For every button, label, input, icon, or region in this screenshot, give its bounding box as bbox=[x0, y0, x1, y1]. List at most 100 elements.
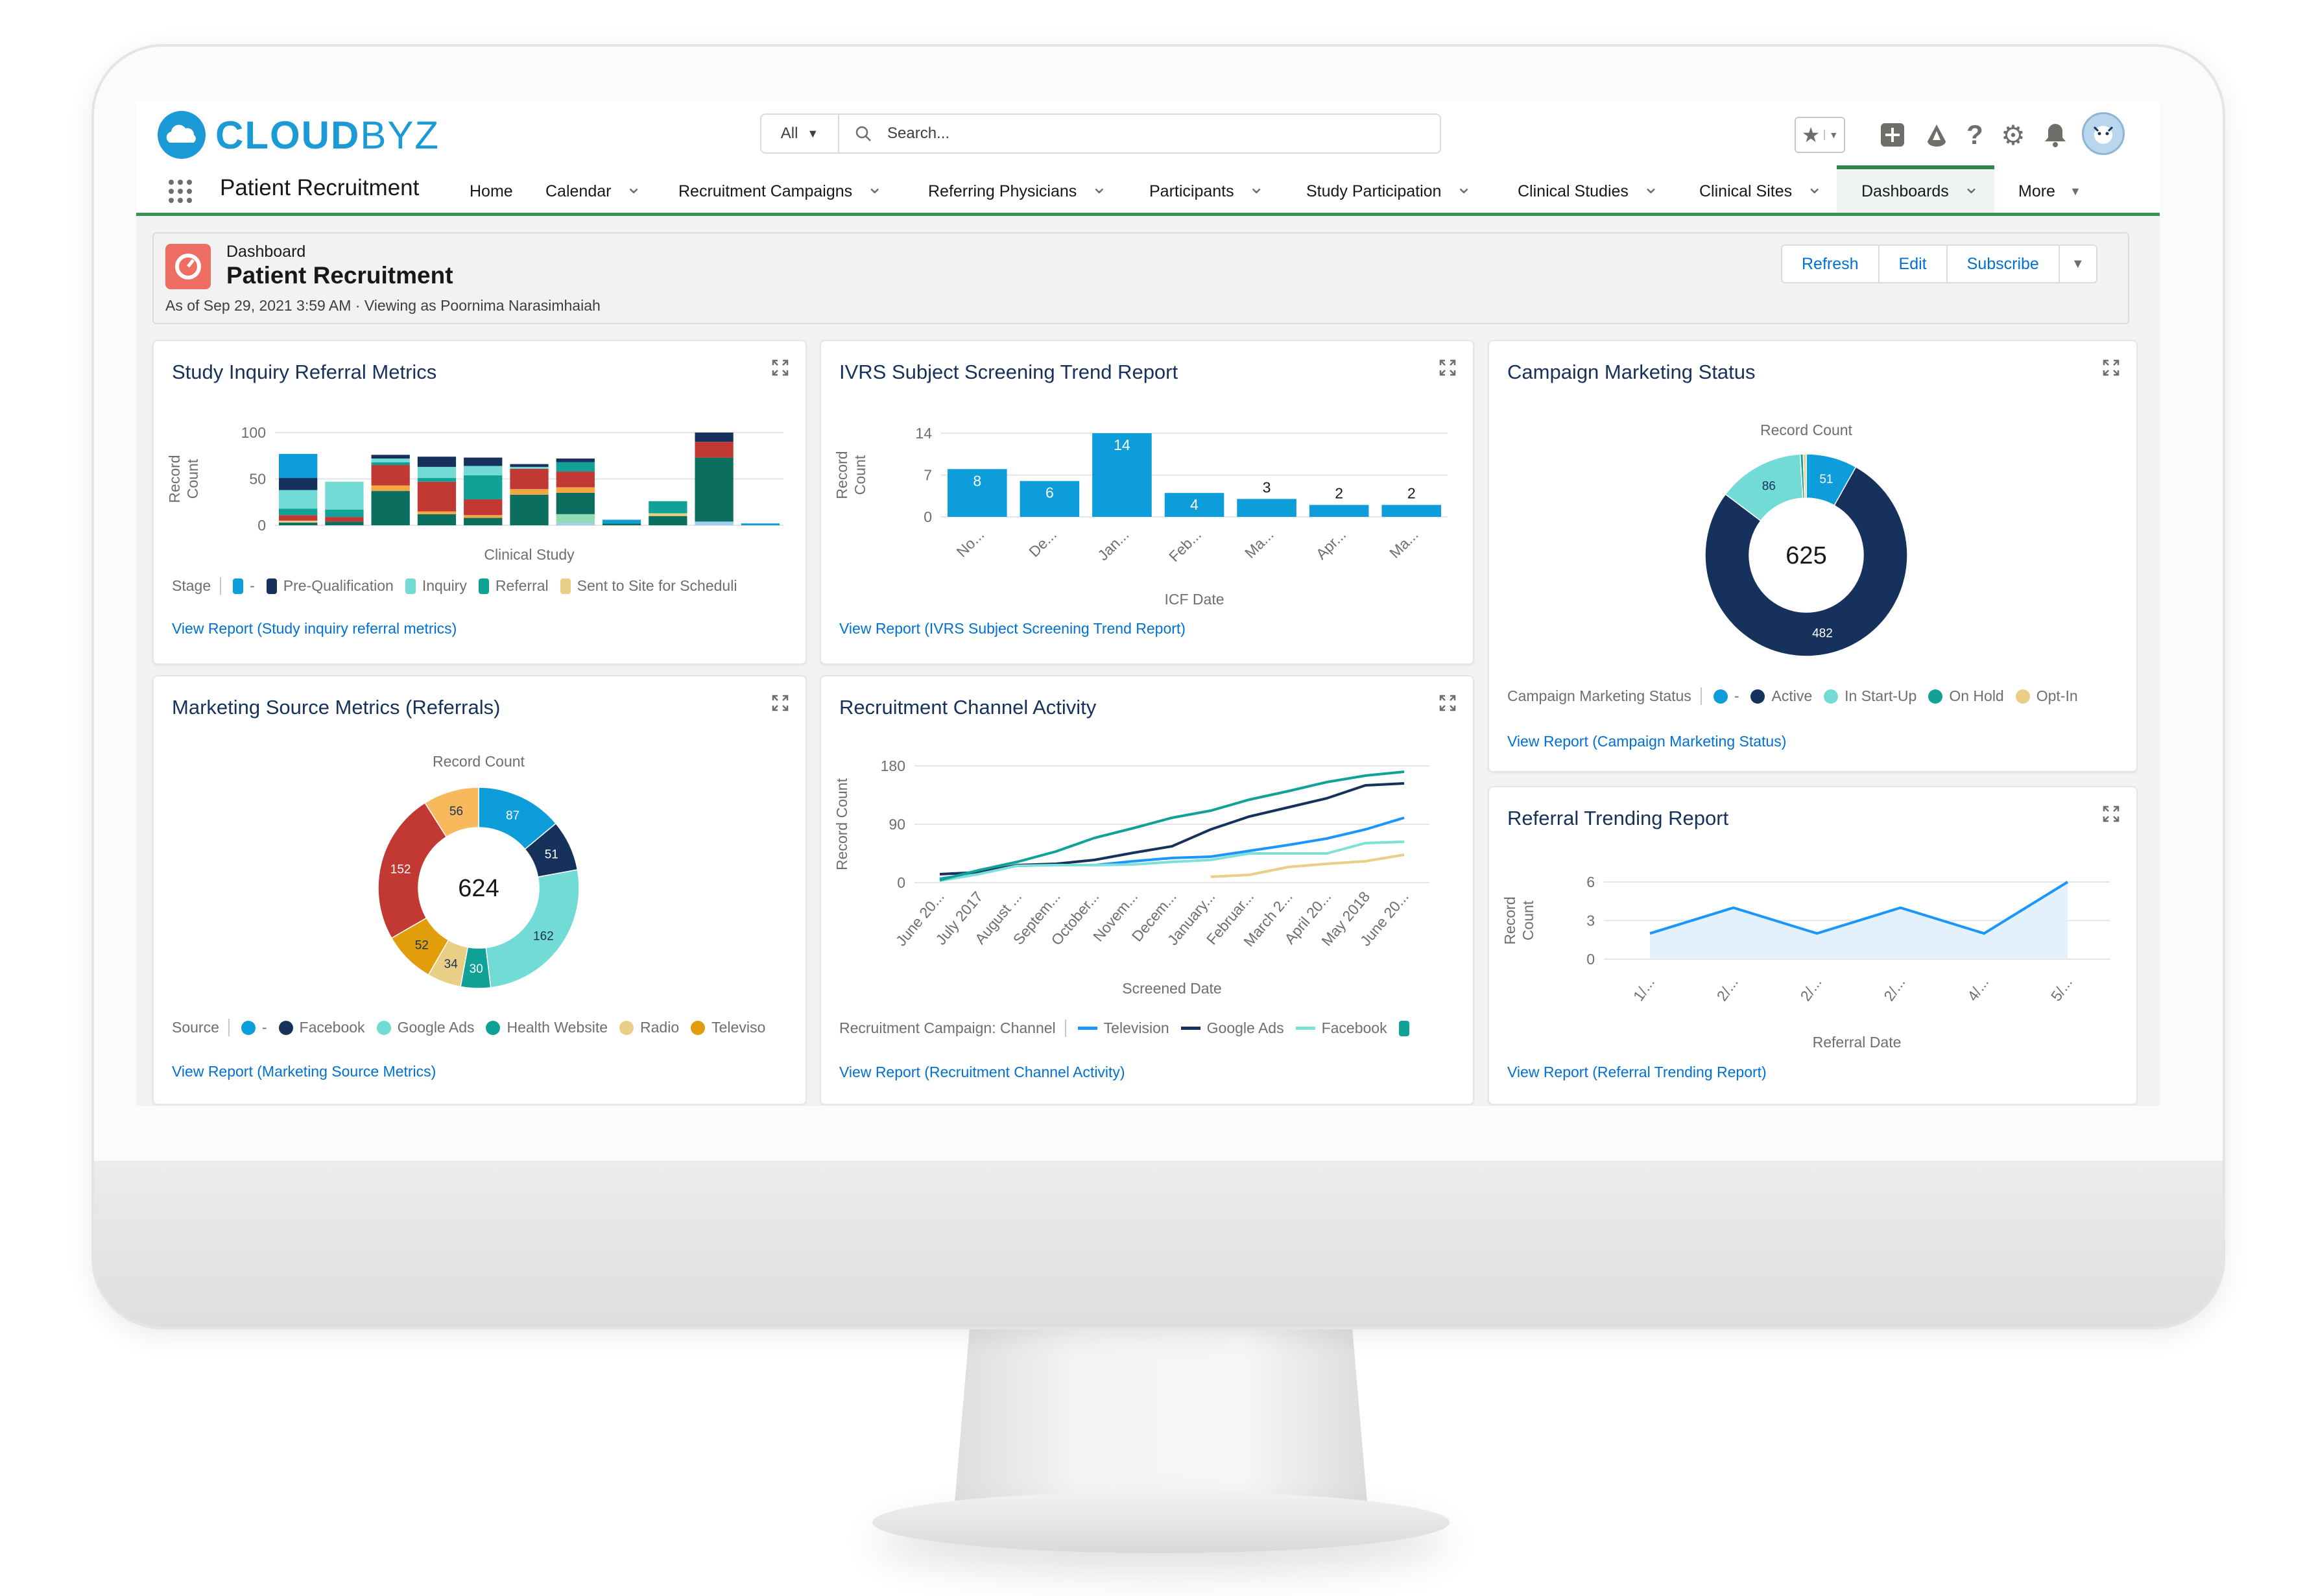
legend-item[interactable]: Facebook bbox=[1295, 1019, 1387, 1037]
expand-icon[interactable] bbox=[772, 695, 789, 711]
bar[interactable] bbox=[1092, 433, 1152, 517]
bar-segment[interactable] bbox=[417, 457, 457, 467]
bar-segment[interactable] bbox=[602, 519, 641, 524]
setup-gear-icon[interactable]: ⚙ bbox=[2001, 119, 2025, 150]
refresh-button[interactable]: Refresh bbox=[1782, 246, 1880, 282]
bar-segment[interactable] bbox=[371, 459, 410, 462]
chevron-down-icon[interactable]: ⌄ bbox=[866, 176, 883, 198]
series-line[interactable] bbox=[939, 840, 1405, 882]
bar-segment[interactable] bbox=[279, 453, 318, 479]
bar-segment[interactable] bbox=[556, 459, 595, 462]
nav-item-participants[interactable]: Participants ⌄ bbox=[1149, 176, 1265, 204]
bar-segment[interactable] bbox=[279, 490, 318, 509]
legend-item[interactable]: Inquiry bbox=[405, 577, 467, 595]
series-line[interactable] bbox=[1649, 881, 2069, 935]
legend-item[interactable]: Televiso bbox=[691, 1019, 765, 1036]
bar-segment[interactable] bbox=[371, 491, 410, 525]
bar-segment[interactable] bbox=[279, 478, 318, 490]
bar[interactable] bbox=[1237, 499, 1296, 517]
bar-segment[interactable] bbox=[556, 487, 595, 493]
bar-segment[interactable] bbox=[279, 515, 318, 521]
donut-slice[interactable] bbox=[1704, 466, 1908, 657]
legend-item[interactable]: Television bbox=[1077, 1019, 1169, 1037]
notifications-bell-icon[interactable] bbox=[2040, 117, 2071, 153]
bar-segment[interactable] bbox=[464, 499, 503, 516]
legend-item[interactable]: Health Website bbox=[486, 1019, 608, 1036]
legend-item[interactable]: Pre-Qualification bbox=[266, 577, 394, 595]
bar-segment[interactable] bbox=[279, 520, 318, 523]
view-report-link[interactable]: View Report (Study inquiry referral metr… bbox=[172, 620, 457, 637]
nav-item-study-participation[interactable]: Study Participation ⌄ bbox=[1306, 176, 1472, 204]
bar-segment[interactable] bbox=[464, 518, 503, 525]
bar-segment[interactable] bbox=[464, 466, 503, 475]
nav-item-clinical-sites[interactable]: Clinical Sites ⌄ bbox=[1699, 176, 1822, 204]
chevron-down-icon[interactable]: ⌄ bbox=[1963, 176, 1979, 198]
bar-segment[interactable] bbox=[649, 516, 687, 525]
chevron-down-icon[interactable]: ⌄ bbox=[1091, 176, 1108, 198]
app-launcher-icon[interactable] bbox=[167, 178, 193, 204]
donut-slice[interactable] bbox=[1802, 453, 1807, 499]
bar-segment[interactable] bbox=[325, 521, 364, 525]
series-line[interactable] bbox=[939, 770, 1405, 881]
bar-segment[interactable] bbox=[556, 523, 595, 525]
edit-button[interactable]: Edit bbox=[1880, 246, 1948, 282]
cloudbyz-logo[interactable]: CLOUD BYZ bbox=[157, 110, 440, 160]
bar-segment[interactable] bbox=[695, 457, 734, 522]
legend-item[interactable]: Radio bbox=[619, 1019, 679, 1036]
legend-item[interactable]: Google Ads bbox=[376, 1019, 474, 1036]
bar-segment[interactable] bbox=[695, 521, 734, 525]
bar-segment[interactable] bbox=[325, 481, 364, 510]
more-actions-dropdown[interactable]: ▼ bbox=[2060, 246, 2096, 282]
bar[interactable] bbox=[1164, 493, 1224, 517]
chevron-down-icon[interactable]: ⌄ bbox=[1248, 176, 1265, 198]
chevron-down-icon[interactable]: ⌄ bbox=[625, 176, 642, 198]
legend-item[interactable]: Facebook bbox=[278, 1019, 365, 1036]
nav-item-home[interactable]: Home bbox=[470, 178, 513, 204]
legend-item[interactable]: - bbox=[1713, 687, 1739, 705]
bar-segment[interactable] bbox=[279, 522, 318, 525]
bar-segment[interactable] bbox=[510, 489, 549, 495]
expand-icon[interactable] bbox=[1439, 695, 1456, 711]
nav-item-clinical-studies[interactable]: Clinical Studies ⌄ bbox=[1518, 176, 1659, 204]
bar-segment[interactable] bbox=[556, 514, 595, 524]
legend-item[interactable]: Sent to Site for Scheduli bbox=[560, 577, 737, 595]
nav-item-dashboards[interactable]: Dashboards ⌄ bbox=[1861, 176, 1979, 204]
bar[interactable] bbox=[948, 469, 1007, 517]
donut-slice[interactable] bbox=[377, 802, 448, 939]
bar-segment[interactable] bbox=[279, 508, 318, 516]
nav-item-more[interactable]: More ▼ bbox=[2018, 178, 2081, 204]
expand-icon[interactable] bbox=[2103, 359, 2120, 376]
bar-segment[interactable] bbox=[510, 494, 549, 525]
legend-item[interactable]: - bbox=[233, 577, 255, 595]
bar-segment[interactable] bbox=[649, 501, 687, 514]
legend-item[interactable]: Active bbox=[1750, 687, 1812, 705]
bar-segment[interactable] bbox=[695, 442, 734, 458]
bar-segment[interactable] bbox=[510, 464, 549, 467]
legend-item[interactable] bbox=[1398, 1020, 1416, 1036]
donut-slice[interactable] bbox=[424, 787, 479, 838]
legend-item[interactable]: Opt-In bbox=[2015, 687, 2078, 705]
bar-segment[interactable] bbox=[464, 475, 503, 499]
legend-item[interactable]: - bbox=[241, 1019, 267, 1036]
series-line[interactable] bbox=[939, 816, 1405, 880]
bar-segment[interactable] bbox=[464, 515, 503, 518]
bar-segment[interactable] bbox=[510, 466, 549, 469]
view-report-link[interactable]: View Report (IVRS Subject Screening Tren… bbox=[839, 620, 1186, 637]
series-line[interactable] bbox=[1210, 853, 1405, 878]
bar-segment[interactable] bbox=[556, 492, 595, 514]
nav-item-referring-physicians[interactable]: Referring Physicians ⌄ bbox=[928, 176, 1108, 204]
bar-segment[interactable] bbox=[417, 481, 457, 512]
bar-segment[interactable] bbox=[371, 465, 410, 486]
nav-item-recruitment-campaigns[interactable]: Recruitment Campaigns ⌄ bbox=[678, 176, 883, 204]
expand-icon[interactable] bbox=[2103, 805, 2120, 822]
view-report-link[interactable]: View Report (Referral Trending Report) bbox=[1507, 1064, 1767, 1080]
expand-icon[interactable] bbox=[772, 359, 789, 376]
bar-segment[interactable] bbox=[371, 462, 410, 466]
bar[interactable] bbox=[1309, 505, 1369, 517]
favorites-button[interactable]: ★ ▼ bbox=[1795, 117, 1845, 153]
bar[interactable] bbox=[1020, 481, 1080, 517]
bar-segment[interactable] bbox=[325, 509, 364, 518]
bar-segment[interactable] bbox=[556, 471, 595, 488]
bar-segment[interactable] bbox=[417, 478, 457, 482]
bar-segment[interactable] bbox=[371, 485, 410, 492]
